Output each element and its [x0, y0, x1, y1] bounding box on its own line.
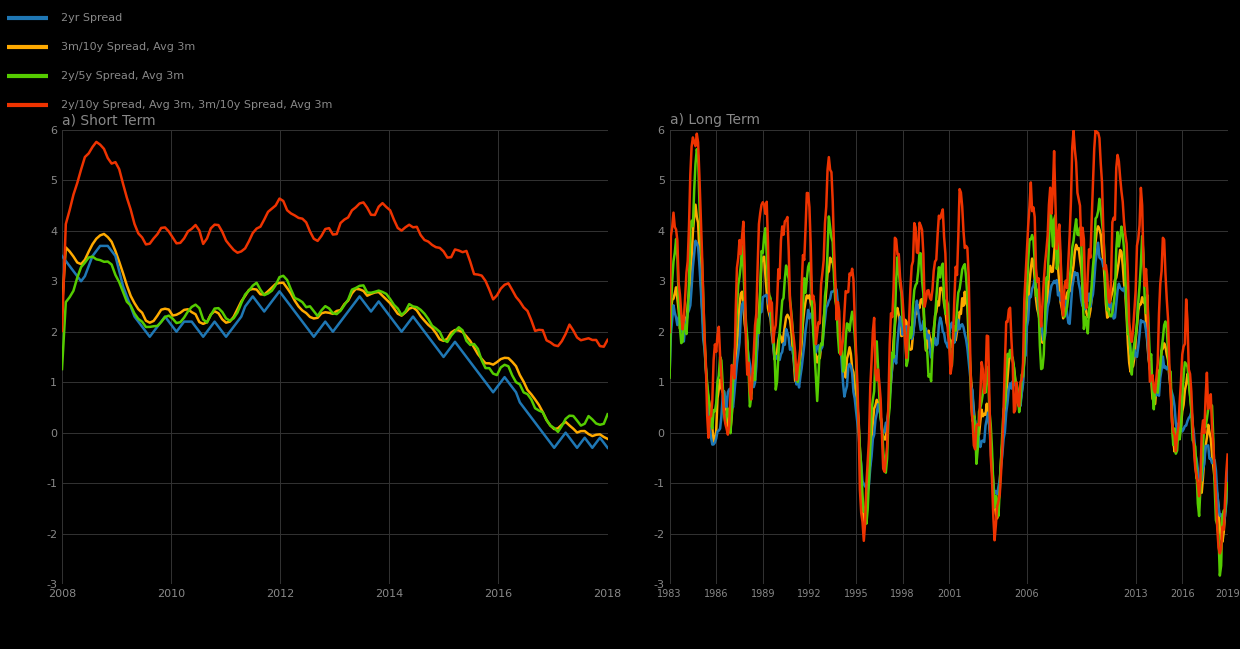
Text: 3m/10y Spread, Avg 3m: 3m/10y Spread, Avg 3m	[61, 42, 196, 52]
Text: 2y/5y Spread, Avg 3m: 2y/5y Spread, Avg 3m	[61, 71, 185, 81]
Text: a) Long Term: a) Long Term	[670, 113, 760, 127]
Text: a) Short Term: a) Short Term	[62, 113, 156, 127]
Text: 2yr Spread: 2yr Spread	[61, 12, 123, 23]
Text: 2y/10y Spread, Avg 3m, 3m/10y Spread, Avg 3m: 2y/10y Spread, Avg 3m, 3m/10y Spread, Av…	[61, 100, 332, 110]
